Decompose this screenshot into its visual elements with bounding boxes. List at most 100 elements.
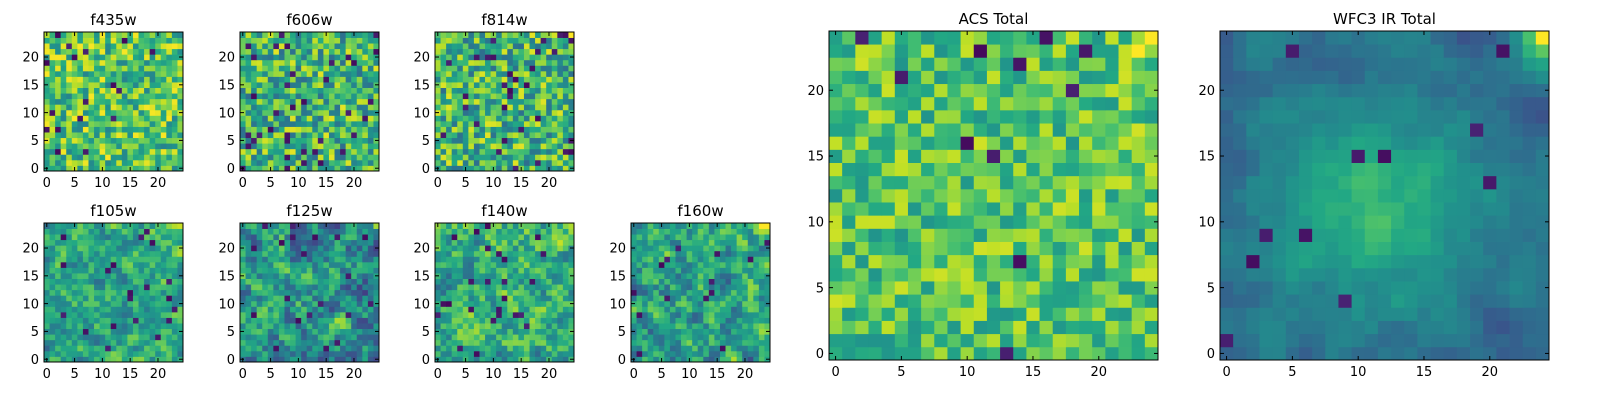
heatmap-cell	[245, 317, 252, 324]
heatmap-cell	[356, 76, 363, 83]
heatmap-cell	[273, 165, 280, 172]
heatmap-cell	[334, 223, 341, 229]
heatmap-cell	[1000, 307, 1014, 321]
heatmap-cell	[719, 323, 726, 330]
heatmap-cell	[485, 250, 491, 257]
heatmap-cell	[725, 306, 732, 313]
heatmap-cell	[88, 323, 95, 330]
heatmap-cell	[1052, 215, 1067, 229]
heatmap-cell	[921, 162, 935, 177]
heatmap-cell	[829, 254, 843, 269]
heatmap-cell	[284, 300, 291, 307]
heatmap-cell	[468, 48, 475, 55]
heatmap-cell	[267, 234, 274, 241]
heatmap-cell	[66, 273, 73, 279]
heatmap-cell	[373, 76, 380, 83]
heatmap-cell	[105, 104, 112, 111]
heatmap-cell	[362, 137, 369, 144]
heatmap-cell	[77, 159, 84, 166]
heatmap-cell	[736, 345, 743, 352]
heatmap-cell	[290, 339, 296, 346]
heatmap-cell	[356, 65, 363, 72]
heatmap-cell	[855, 162, 869, 177]
heatmap-cell	[373, 295, 380, 302]
heatmap-cell	[367, 59, 374, 66]
heatmap-cell	[490, 278, 497, 285]
heatmap-cell	[367, 87, 374, 94]
heatmap-cell	[71, 132, 78, 139]
heatmap-cell	[49, 59, 56, 66]
heatmap-cell	[88, 278, 95, 285]
heatmap-cell	[664, 317, 671, 324]
heatmap-cell	[160, 250, 167, 257]
heatmap-cell	[692, 306, 699, 313]
heatmap-cell	[731, 228, 738, 235]
heatmap-cell	[334, 165, 341, 172]
heatmap-cell	[653, 284, 660, 291]
heatmap-cell	[868, 267, 883, 282]
heatmap-cell	[66, 300, 73, 307]
heatmap-cell	[568, 104, 575, 111]
heatmap-cell	[301, 311, 308, 318]
heatmap-cell	[1079, 202, 1093, 216]
heatmap-cell	[171, 328, 178, 335]
heatmap-cell	[446, 82, 453, 88]
heatmap-cell	[166, 284, 173, 291]
heatmap-cell	[664, 261, 671, 268]
heatmap-cell	[496, 239, 503, 246]
heatmap-cell	[256, 256, 263, 263]
heatmap-cell	[462, 267, 469, 274]
heatmap-cell	[166, 132, 173, 139]
heatmap-cell	[240, 70, 246, 77]
heatmap-cell	[328, 295, 335, 302]
heatmap-cell	[523, 300, 530, 307]
heatmap-cell	[742, 295, 749, 302]
heatmap-cell	[312, 137, 319, 144]
heatmap-cell	[66, 323, 73, 330]
heatmap-cell	[60, 76, 67, 83]
heatmap-cell	[110, 148, 117, 155]
heatmap-cell	[557, 115, 564, 122]
heatmap-cell	[317, 76, 324, 83]
heatmap-cell	[328, 120, 335, 127]
heatmap-cell	[138, 261, 145, 268]
heatmap-cell	[440, 250, 447, 257]
heatmap-cell	[44, 98, 50, 105]
heatmap-cell	[1079, 215, 1093, 229]
heatmap-cell	[642, 234, 649, 241]
heatmap-cell	[529, 165, 536, 172]
heatmap-cell	[496, 137, 503, 144]
heatmap-cell	[177, 250, 184, 257]
heatmap-cell	[317, 137, 324, 144]
heatmap-cell	[55, 278, 62, 285]
heatmap-cell	[468, 154, 475, 161]
heatmap-cell	[742, 300, 749, 307]
heatmap-cell	[44, 334, 50, 341]
heatmap-cell	[485, 43, 491, 50]
heatmap-cell	[501, 339, 508, 346]
heatmap-cell	[907, 254, 922, 269]
heatmap-cell	[362, 104, 369, 111]
heatmap-cell	[155, 115, 162, 122]
heatmap-cell	[116, 132, 123, 139]
heatmap-cell	[290, 159, 296, 166]
x-tick-label: 15	[318, 367, 335, 382]
heatmap-cell	[306, 289, 313, 296]
heatmap-cell	[736, 328, 743, 335]
heatmap-cell	[496, 317, 503, 324]
heatmap-cell	[177, 234, 184, 241]
heatmap-cell	[523, 267, 530, 274]
heatmap-cell	[88, 104, 95, 111]
heatmap-cell	[306, 300, 313, 307]
heatmap-cell	[94, 239, 100, 246]
heatmap-cell	[485, 273, 491, 279]
heatmap-cell	[262, 345, 269, 352]
heatmap-cell	[647, 345, 654, 352]
heatmap-cell	[669, 317, 676, 324]
heatmap-cell	[116, 350, 123, 357]
heatmap-cell	[485, 295, 491, 302]
heatmap-cell	[245, 159, 252, 166]
heatmap-cell	[568, 228, 575, 235]
heatmap-cell	[340, 87, 347, 94]
